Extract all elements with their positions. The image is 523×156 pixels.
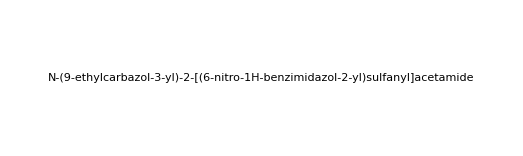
Text: N-(9-ethylcarbazol-3-yl)-2-[(6-nitro-1H-benzimidazol-2-yl)sulfanyl]acetamide: N-(9-ethylcarbazol-3-yl)-2-[(6-nitro-1H-… — [48, 73, 475, 83]
